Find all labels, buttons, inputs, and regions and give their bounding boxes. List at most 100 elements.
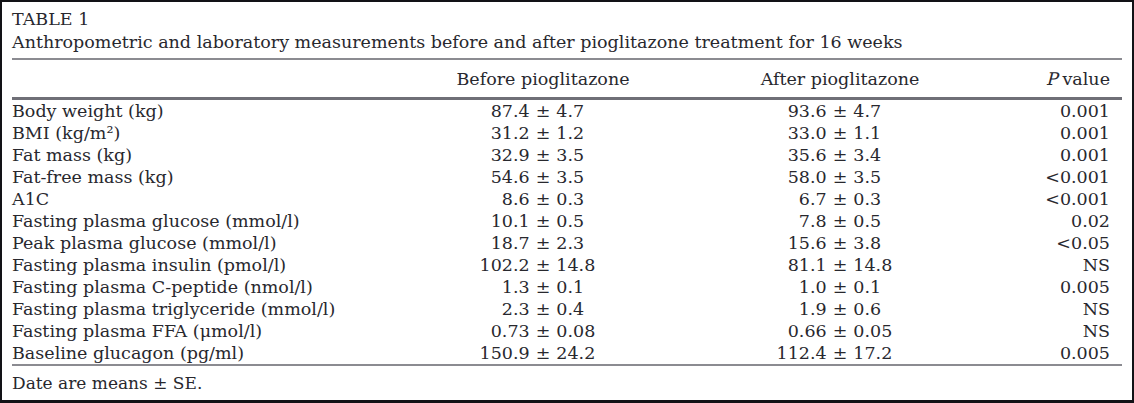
p-value: NS [1026, 299, 1122, 319]
plus-minus-sign: ± [833, 277, 848, 297]
value-mean: 0.66 [654, 321, 827, 341]
value-after: 33.0±1.1 [654, 123, 1026, 143]
value-before: 102.2 ±14.8 [432, 255, 654, 275]
value-before: 18.7±2.3 [432, 233, 654, 253]
value-mean: 81.1 [654, 255, 827, 275]
value-before: 54.6 ±3.5 [432, 167, 654, 187]
plus-minus-sign: ± [536, 277, 551, 297]
value-after: 6.7±0.3 [654, 189, 1026, 209]
row-label: Fasting plasma glucose (mmol/l) [12, 211, 432, 231]
p-value: NS [1026, 321, 1122, 341]
value-se: 0.3 [853, 189, 1026, 209]
value-mean: 32.9 [432, 145, 530, 165]
value-se: 0.5 [853, 211, 1026, 231]
value-mean: 93.6 [654, 101, 827, 121]
value-after: 58.0 ±3.5 [654, 167, 1026, 187]
row-label: Body weight (kg) [12, 101, 432, 121]
value-mean: 2.3 [432, 299, 530, 319]
p-value: 0.005 [1026, 343, 1122, 363]
value-se: 3.5 [853, 167, 1026, 187]
value-after: 93.6 ±4.7 [654, 101, 1026, 121]
value-se: 0.1 [853, 277, 1026, 297]
value-mean: 1.0 [654, 277, 827, 297]
table-row: Peak plasma glucose (mmol/l)18.7±2.315.6… [12, 232, 1122, 254]
p-value: 0.005 [1026, 277, 1122, 297]
value-before: 10.1±0.5 [432, 211, 654, 231]
value-mean: 87.4 [432, 101, 530, 121]
value-se: 1.1 [853, 123, 1026, 143]
value-before: 8.6 ±0.3 [432, 189, 654, 209]
value-after: 81.1 ±14.8 [654, 255, 1026, 275]
value-after: 7.8 ±0.5 [654, 211, 1026, 231]
value-mean: 18.7 [432, 233, 530, 253]
row-label: Fat-free mass (kg) [12, 167, 432, 187]
plus-minus-sign: ± [536, 343, 551, 363]
row-label: Fasting plasma insulin (pmol/l) [12, 255, 432, 275]
value-se: 0.4 [556, 299, 654, 319]
plus-minus-sign: ± [536, 321, 551, 341]
value-se: 0.1 [556, 277, 654, 297]
value-mean: 10.1 [432, 211, 530, 231]
plus-minus-sign: ± [833, 255, 848, 275]
value-mean: 31.2 [432, 123, 530, 143]
value-before: 31.2 ±1.2 [432, 123, 654, 143]
value-after: 0.66±0.05 [654, 321, 1026, 341]
plus-minus-sign: ± [536, 167, 551, 187]
value-se: 1.2 [556, 123, 654, 143]
value-mean: 6.7 [654, 189, 827, 209]
value-mean: 1.3 [432, 277, 530, 297]
value-after: 15.6±3.8 [654, 233, 1026, 253]
value-se: 14.8 [556, 255, 654, 275]
p-value: <0.05 [1026, 233, 1122, 253]
plus-minus-sign: ± [536, 123, 551, 143]
value-mean: 150.9 [432, 343, 530, 363]
table-caption: Anthropometric and laboratory measuremen… [12, 31, 1122, 58]
value-before: 87.4±4.7 [432, 101, 654, 121]
column-header-after: After pioglitazone [654, 69, 1026, 89]
plus-minus-sign: ± [536, 233, 551, 253]
table-row: Body weight (kg)87.4±4.793.6±4.70.001 [12, 100, 1122, 122]
value-mean: 7.8 [654, 211, 827, 231]
value-se: 3.8 [853, 233, 1026, 253]
value-mean: 33.0 [654, 123, 827, 143]
plus-minus-sign: ± [833, 145, 848, 165]
row-label: Fasting plasma triglyceride (mmol/l) [12, 299, 432, 319]
p-value-header-italic: P [1046, 69, 1058, 89]
plus-minus-sign: ± [833, 101, 848, 121]
value-se: 24.2 [556, 343, 654, 363]
value-mean: 0.73 [432, 321, 530, 341]
value-before: 2.3±0.4 [432, 299, 654, 319]
plus-minus-sign: ± [833, 233, 848, 253]
table-row: Fat mass (kg)32.9±3.535.6±3.40.001 [12, 144, 1122, 166]
paper-table-figure: TABLE 1 Anthropometric and laboratory me… [0, 0, 1134, 403]
plus-minus-sign: ± [536, 189, 551, 209]
table-footnote: Date are means ± SE. [12, 366, 1122, 400]
value-after: 1.0 ±0.1 [654, 277, 1026, 297]
value-se: 0.3 [556, 189, 654, 209]
caption-block: TABLE 1 Anthropometric and laboratory me… [12, 2, 1122, 58]
plus-minus-sign: ± [833, 167, 848, 187]
column-header-before: Before pioglitazone [432, 69, 654, 89]
value-se: 0.05 [853, 321, 1026, 341]
value-mean: 58.0 [654, 167, 827, 187]
value-mean: 102.2 [432, 255, 530, 275]
p-value: 0.001 [1026, 123, 1122, 143]
p-value-header-rest: value [1062, 69, 1110, 89]
value-before: 0.73±0.08 [432, 321, 654, 341]
table-row: BMI (kg/m²)31.2 ±1.233.0±1.10.001 [12, 122, 1122, 144]
plus-minus-sign: ± [536, 255, 551, 275]
value-se: 3.5 [556, 167, 654, 187]
row-label: A1C [12, 189, 432, 209]
value-se: 4.7 [556, 101, 654, 121]
plus-minus-sign: ± [833, 211, 848, 231]
row-label: BMI (kg/m²) [12, 123, 432, 143]
plus-minus-sign: ± [536, 145, 551, 165]
table-row: Fasting plasma C-peptide (nmol/l)1.3±0.1… [12, 276, 1122, 298]
plus-minus-sign: ± [536, 211, 551, 231]
value-se: 0.6 [853, 299, 1026, 319]
value-mean: 8.6 [432, 189, 530, 209]
value-se: 14.8 [853, 255, 1026, 275]
p-value: 0.02 [1026, 211, 1122, 231]
value-mean: 54.6 [432, 167, 530, 187]
value-se: 4.7 [853, 101, 1026, 121]
